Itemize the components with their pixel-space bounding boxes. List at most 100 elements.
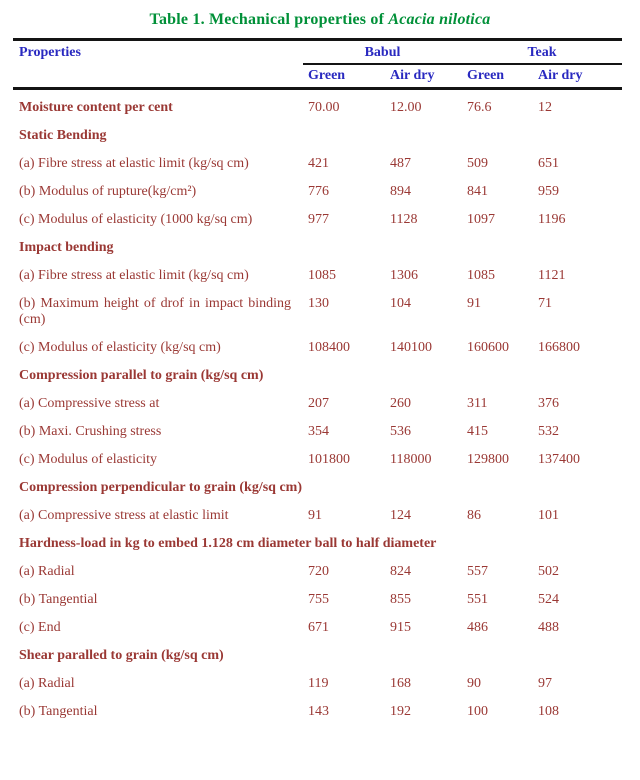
property-label: (c) Modulus of elasticity (kg/sq cm) bbox=[19, 340, 221, 355]
value-cell: 118000 bbox=[390, 452, 432, 467]
value-cell: 12.00 bbox=[390, 100, 422, 115]
value-cell: 509 bbox=[467, 156, 488, 171]
table-row: (b) Tangential 755 855 551 524 bbox=[13, 586, 622, 614]
table-row: (b) Maxi. Crushing stress 354 536 415 532 bbox=[13, 418, 622, 446]
table-row: (a) Compressive stress at elastic limit 9… bbox=[13, 502, 622, 530]
property-label: (a) Compressive stress at bbox=[19, 396, 160, 411]
table-row: Moisture content per cent 70.00 12.00 76.6 1… bbox=[13, 89, 622, 123]
caption-text: Table 1. Mechanical properties of bbox=[149, 11, 389, 28]
value-cell: 502 bbox=[538, 564, 559, 579]
column-header-babul-green: Green bbox=[303, 64, 385, 90]
section-row: Compression perpendicular to grain (kg/s… bbox=[13, 474, 622, 502]
value-cell: 160600 bbox=[467, 340, 509, 355]
value-cell: 108 bbox=[538, 704, 559, 719]
value-cell: 70.00 bbox=[308, 100, 340, 115]
property-label: (a) Fibre stress at elastic limit (kg/sq… bbox=[19, 156, 249, 171]
value-cell: 166800 bbox=[538, 340, 580, 355]
property-label: (a) Compressive stress at elastic limit bbox=[19, 508, 229, 523]
section-label: Static Bending bbox=[19, 128, 107, 143]
value-cell: 421 bbox=[308, 156, 329, 171]
table-row: (c) End 671 915 486 488 bbox=[13, 614, 622, 642]
value-cell: 487 bbox=[390, 156, 411, 171]
property-label: (b) Tangential bbox=[19, 592, 98, 607]
column-group-babul: Babul bbox=[303, 38, 462, 65]
value-cell: 86 bbox=[467, 508, 481, 523]
value-cell: 855 bbox=[390, 592, 411, 607]
value-cell: 557 bbox=[467, 564, 488, 579]
value-cell: 101 bbox=[538, 508, 559, 523]
value-cell: 376 bbox=[538, 396, 559, 411]
value-cell: 311 bbox=[467, 396, 488, 411]
group-header-row: Properties Babul Teak bbox=[13, 38, 622, 90]
table-row: (a) Compressive stress at 207 260 311 376 bbox=[13, 390, 622, 418]
value-cell: 551 bbox=[467, 592, 488, 607]
mechanical-properties-table: Properties Babul Teak Green Air dry Gree… bbox=[13, 38, 622, 726]
table-header: Properties Babul Teak Green Air dry Gree… bbox=[13, 38, 622, 90]
value-cell: 651 bbox=[538, 156, 559, 171]
property-label: (b) Modulus of rupture(kg/cm²) bbox=[19, 184, 197, 199]
value-cell: 130 bbox=[308, 296, 329, 311]
table-caption: Table 1. Mechanical properties of Acacia… bbox=[0, 11, 640, 29]
column-header-babul-airdry: Air dry bbox=[385, 64, 462, 90]
value-cell: 1196 bbox=[538, 212, 566, 227]
value-cell: 1097 bbox=[467, 212, 495, 227]
property-label: Moisture content per cent bbox=[19, 100, 173, 115]
value-cell: 101800 bbox=[308, 452, 350, 467]
value-cell: 137400 bbox=[538, 452, 580, 467]
property-label: (a) Fibre stress at elastic limit (kg/sq… bbox=[19, 268, 249, 283]
value-cell: 671 bbox=[308, 620, 329, 635]
column-group-teak: Teak bbox=[462, 38, 622, 65]
value-cell: 207 bbox=[308, 396, 329, 411]
value-cell: 824 bbox=[390, 564, 411, 579]
value-cell: 486 bbox=[467, 620, 488, 635]
value-cell: 140100 bbox=[390, 340, 432, 355]
value-cell: 776 bbox=[308, 184, 329, 199]
section-row: Impact bending bbox=[13, 234, 622, 262]
section-label: Shear paralled to grain (kg/sq cm) bbox=[19, 648, 224, 663]
value-cell: 119 bbox=[308, 676, 329, 691]
value-cell: 1121 bbox=[538, 268, 566, 283]
value-cell: 91 bbox=[308, 508, 322, 523]
table-row: (a) Fibre stress at elastic limit (kg/sq… bbox=[13, 150, 622, 178]
table-body: Moisture content per cent 70.00 12.00 76.6 1… bbox=[13, 89, 622, 727]
column-header-properties: Properties bbox=[13, 38, 303, 90]
section-row: Shear paralled to grain (kg/sq cm) bbox=[13, 642, 622, 670]
column-header-teak-airdry: Air dry bbox=[533, 64, 622, 90]
value-cell: 143 bbox=[308, 704, 329, 719]
table-row: (b) Maximum height of drof in impact bin… bbox=[13, 290, 622, 334]
property-label: (b) Maximum height of drof in impact bin… bbox=[19, 296, 291, 327]
value-cell: 12 bbox=[538, 100, 552, 115]
value-cell: 100 bbox=[467, 704, 488, 719]
property-label: (c) Modulus of elasticity (1000 kg/sq cm… bbox=[19, 212, 253, 227]
value-cell: 720 bbox=[308, 564, 329, 579]
value-cell: 90 bbox=[467, 676, 481, 691]
value-cell: 168 bbox=[390, 676, 411, 691]
section-row: Static Bending bbox=[13, 122, 622, 150]
value-cell: 71 bbox=[538, 296, 552, 311]
section-label: Compression parallel to grain (kg/sq cm) bbox=[19, 368, 264, 383]
value-cell: 488 bbox=[538, 620, 559, 635]
subheader-row: Green Air dry Green Air dry bbox=[13, 64, 622, 90]
property-label: (b) Tangential bbox=[19, 704, 98, 719]
value-cell: 532 bbox=[538, 424, 559, 439]
value-cell: 915 bbox=[390, 620, 411, 635]
value-cell: 755 bbox=[308, 592, 329, 607]
table-row: (c) Modulus of elasticity (kg/sq cm) 1084… bbox=[13, 334, 622, 362]
table-row: (a) Radial 119 168 90 97 bbox=[13, 670, 622, 698]
table-row: (c) Modulus of elasticity (1000 kg/sq cm… bbox=[13, 206, 622, 234]
section-label: Compression perpendicular to grain (kg/s… bbox=[19, 480, 302, 495]
property-label: (a) Radial bbox=[19, 564, 75, 579]
value-cell: 91 bbox=[467, 296, 481, 311]
value-cell: 959 bbox=[538, 184, 559, 199]
table-row: (a) Fibre stress at elastic limit (kg/sq… bbox=[13, 262, 622, 290]
value-cell: 524 bbox=[538, 592, 559, 607]
value-cell: 192 bbox=[390, 704, 411, 719]
section-label: Hardness-load in kg to embed 1.128 cm di… bbox=[19, 536, 437, 551]
section-row: Hardness-load in kg to embed 1.128 cm di… bbox=[13, 530, 622, 558]
table-row: (b) Tangential 143 192 100 108 bbox=[13, 698, 622, 726]
table-row: (b) Modulus of rupture(kg/cm²) 776 894 841 9… bbox=[13, 178, 622, 206]
property-label: (b) Maxi. Crushing stress bbox=[19, 424, 162, 439]
value-cell: 104 bbox=[390, 296, 411, 311]
value-cell: 108400 bbox=[308, 340, 350, 355]
table-row: (c) Modulus of elasticity 101800 118000 129… bbox=[13, 446, 622, 474]
